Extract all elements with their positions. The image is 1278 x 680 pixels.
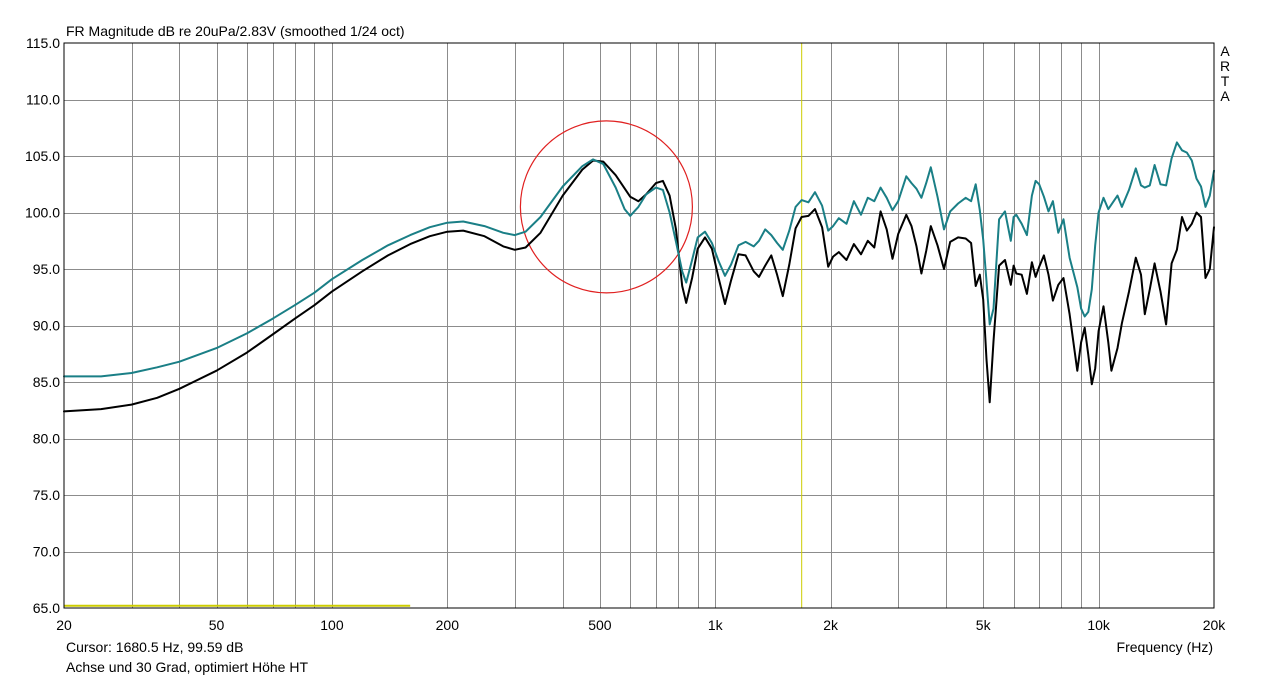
x-tick-label: 5k — [976, 617, 992, 633]
y-tick-label: 110.0 — [26, 92, 60, 108]
x-tick-label: 200 — [436, 617, 460, 633]
y-tick-label: 70.0 — [33, 544, 60, 560]
x-tick-label: 100 — [320, 617, 344, 633]
cursor-readout: Cursor: 1680.5 Hz, 99.59 dB — [66, 639, 244, 655]
highlight-circle-layer — [519, 120, 694, 294]
series-line-1 — [63, 159, 1215, 413]
y-tick-labels: 65.0 70.0 75.0 80.0 85.0 90.0 95.0 100.0 105.0 11… — [25, 35, 60, 616]
measurement-note: Achse und 30 Grad, optimiert Höhe HT — [66, 659, 309, 675]
brand-letter: R — [1220, 58, 1230, 74]
y-tick-label: 90.0 — [33, 318, 60, 334]
y-tick-label: 65.0 — [33, 600, 60, 616]
y-tick-label: 100.0 — [25, 205, 60, 221]
x-tick-label: 2k — [823, 617, 839, 633]
x-tick-label: 10k — [1087, 617, 1111, 633]
x-tick-labels: 20 50 100 200 500 1k 2k 5k 10k 20k — [56, 617, 1226, 633]
y-tick-label: 115.0 — [26, 35, 60, 51]
brand-letter: A — [1220, 43, 1230, 59]
y-tick-label: 85.0 — [33, 374, 60, 390]
brand-letter: T — [1221, 73, 1230, 89]
x-tick-label: 20k — [1203, 617, 1227, 633]
x-tick-label: 500 — [588, 617, 612, 633]
brand-letter: A — [1220, 88, 1230, 104]
y-tick-label: 95.0 — [33, 261, 60, 277]
y-tick-label: 80.0 — [33, 431, 60, 447]
x-tick-label: 1k — [708, 617, 724, 633]
series-layer — [63, 43, 1215, 608]
plot-frame — [63, 42, 1215, 609]
series-line-2 — [63, 141, 1215, 378]
highlight-circle — [519, 120, 694, 294]
grid — [64, 43, 1214, 608]
x-tick-label: 20 — [56, 617, 72, 633]
chart-title: FR Magnitude dB re 20uPa/2.83V (smoothed… — [66, 23, 405, 39]
y-tick-label: 105.0 — [25, 148, 60, 164]
y-tick-label: 75.0 — [33, 487, 60, 503]
x-axis-label: Frequency (Hz) — [1117, 639, 1213, 655]
x-tick-label: 50 — [209, 617, 225, 633]
